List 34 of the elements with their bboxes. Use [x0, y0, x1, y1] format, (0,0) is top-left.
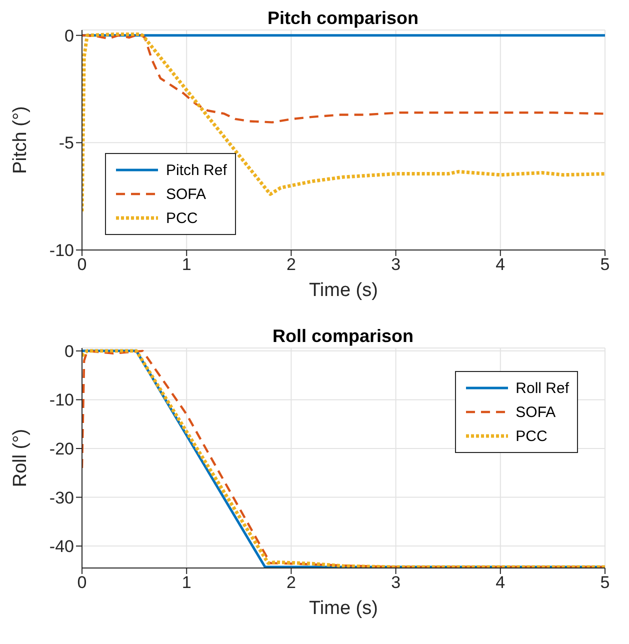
x-tick-label: 0	[77, 255, 87, 274]
line-series	[82, 32, 605, 214]
x-tick-label: 3	[391, 255, 401, 274]
legend-label: SOFA	[166, 186, 206, 202]
x-tick-label: 2	[286, 255, 296, 274]
x-tick-label: 0	[77, 573, 87, 592]
x-axis-title: Time (s)	[309, 598, 378, 619]
y-tick-label: -40	[49, 537, 74, 556]
line-series	[82, 33, 605, 124]
y-tick-label: -5	[58, 134, 74, 153]
chart-title: Pitch comparison	[267, 8, 419, 28]
y-tick-label: 0	[64, 342, 74, 361]
x-tick-label: 5	[600, 573, 610, 592]
x-tick-label: 4	[496, 573, 506, 592]
legend-label: PCC	[166, 210, 198, 226]
x-tick-label: 5	[600, 255, 610, 274]
legend-label: PCC	[516, 428, 548, 444]
x-axis-title: Time (s)	[309, 280, 378, 301]
legend-label: Pitch Ref	[166, 162, 227, 178]
y-axis-title: Pitch (°)	[10, 106, 31, 174]
y-tick-label: -10	[49, 390, 74, 410]
x-tick-label: 2	[286, 573, 296, 592]
chart-title: Roll comparison	[272, 326, 414, 346]
x-tick-label: 1	[182, 573, 192, 592]
y-tick-label: -10	[49, 241, 74, 260]
legend-label: Roll Ref	[516, 380, 569, 396]
x-tick-label: 4	[496, 255, 506, 274]
y-tick-label: -30	[49, 488, 74, 508]
x-tick-label: 1	[182, 255, 192, 274]
y-tick-label: -20	[49, 440, 74, 459]
y-axis-title: Roll (°)	[10, 428, 31, 488]
y-tick-label: 0	[64, 26, 74, 46]
x-tick-label: 3	[391, 573, 401, 592]
legend-label: SOFA	[516, 404, 556, 420]
